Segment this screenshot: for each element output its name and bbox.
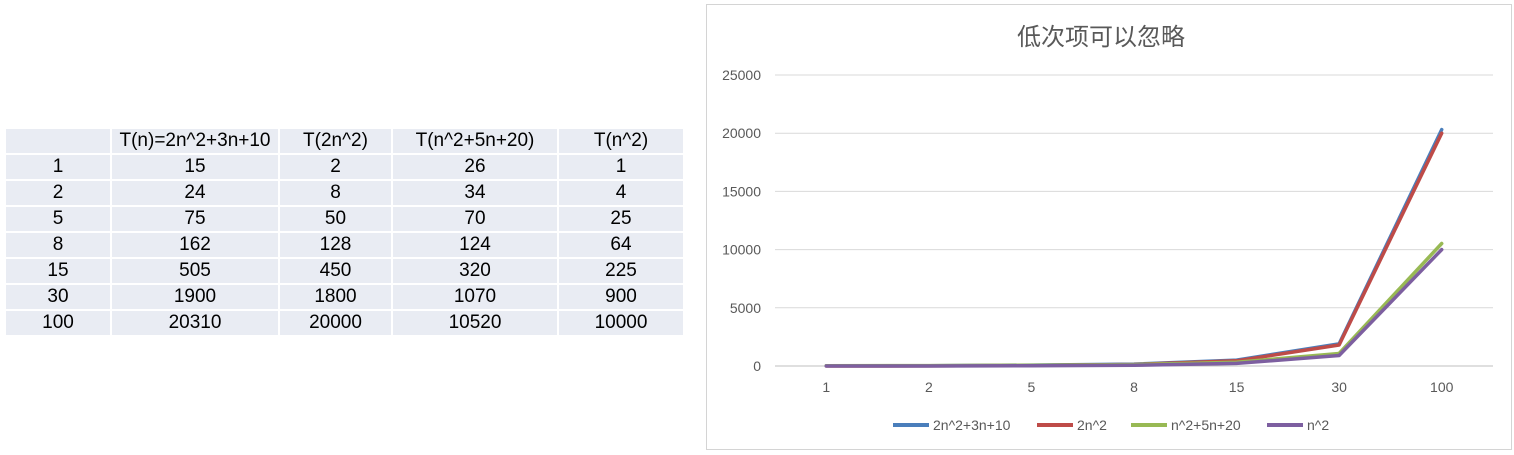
table-cell: 20310: [112, 311, 278, 335]
table-cell: 10000: [559, 311, 683, 335]
chart-title: 低次项可以忽略: [1017, 23, 1185, 51]
table-cell: 8: [280, 181, 391, 205]
table-cell: 26: [393, 155, 557, 179]
table-cell: 20000: [280, 311, 391, 335]
table-cell: 1: [559, 155, 683, 179]
y-tick-label: 10000: [722, 242, 761, 258]
table-cell: 34: [393, 181, 557, 205]
table-cell: 1: [6, 155, 110, 179]
legend-label: n^2+5n+20: [1171, 417, 1241, 433]
series-lines: [824, 127, 1444, 368]
table-cell: 320: [393, 259, 557, 283]
table-cell: 64: [559, 233, 683, 257]
table-cell: 15: [112, 155, 278, 179]
y-axis-ticks: 0 5000 10000 15000 20000 25000: [722, 67, 761, 374]
table-header-cell: T(n^2): [559, 129, 683, 153]
y-tick-label: 20000: [722, 125, 761, 141]
table-cell: 225: [559, 259, 683, 283]
table-cell: 1800: [280, 285, 391, 309]
table-row: 15 505 450 320 225: [6, 259, 683, 283]
legend-label: n^2: [1307, 417, 1329, 433]
table-cell: 15: [6, 259, 110, 283]
data-table: T(n)=2n^2+3n+10 T(2n^2) T(n^2+5n+20) T(n^2)…: [4, 127, 685, 337]
table-header-row: T(n)=2n^2+3n+10 T(2n^2) T(n^2+5n+20) T(n^2): [6, 129, 683, 153]
table-cell: 124: [393, 233, 557, 257]
series-line-0: [824, 127, 1444, 368]
y-tick-label: 5000: [730, 300, 761, 316]
table-cell: 128: [280, 233, 391, 257]
legend-label: 2n^2+3n+10: [933, 417, 1011, 433]
legend: 2n^2+3n+10 2n^2 n^2+5n+20 n^2: [893, 417, 1329, 433]
table-row: 8 162 128 124 64: [6, 233, 683, 257]
table-row: 30 1900 1800 1070 900: [6, 285, 683, 309]
table-cell: 450: [280, 259, 391, 283]
table-header-cell: T(n)=2n^2+3n+10: [112, 129, 278, 153]
table-row: 2 24 8 34 4: [6, 181, 683, 205]
y-tick-label: 0: [753, 358, 761, 374]
legend-label: 2n^2: [1077, 417, 1107, 433]
table-row: 5 75 50 70 25: [6, 207, 683, 231]
gridlines: [775, 74, 1493, 367]
table-cell: 2: [280, 155, 391, 179]
x-tick-label: 15: [1229, 379, 1245, 395]
table-cell: 30: [6, 285, 110, 309]
x-tick-label: 2: [925, 379, 933, 395]
table-cell: 8: [6, 233, 110, 257]
table-row: 100 20310 20000 10520 10000: [6, 311, 683, 335]
table-cell: 5: [6, 207, 110, 231]
x-axis-ticks: 1 2 5 8 15 30 100: [822, 379, 1453, 395]
y-tick-label: 15000: [722, 183, 761, 199]
table-header-cell: T(n^2+5n+20): [393, 129, 557, 153]
table-row: 1 15 2 26 1: [6, 155, 683, 179]
table-cell: 4: [559, 181, 683, 205]
x-tick-label: 30: [1331, 379, 1347, 395]
series-line-3: [824, 247, 1444, 368]
x-tick-label: 1: [822, 379, 830, 395]
table-cell: 162: [112, 233, 278, 257]
table-header-cell: T(2n^2): [280, 129, 391, 153]
table-cell: 75: [112, 207, 278, 231]
line-chart: 低次项可以忽略 0 5000 10000 15000 20000 25000 1 2 5 8 15…: [722, 23, 1493, 433]
table-cell: 25: [559, 207, 683, 231]
table-cell: 900: [559, 285, 683, 309]
table-cell: 100: [6, 311, 110, 335]
table-cell: 1070: [393, 285, 557, 309]
x-tick-label: 5: [1028, 379, 1036, 395]
table-cell: 24: [112, 181, 278, 205]
table-cell: 2: [6, 181, 110, 205]
table-cell: 1900: [112, 285, 278, 309]
table-cell: 70: [393, 207, 557, 231]
y-tick-label: 25000: [722, 67, 761, 83]
x-tick-label: 100: [1430, 379, 1454, 395]
chart-area: 低次项可以忽略 0 5000 10000 15000 20000 25000 1 2 5 8 15…: [706, 4, 1512, 450]
table-cell: 10520: [393, 311, 557, 335]
table-cell: 50: [280, 207, 391, 231]
table-cell: 505: [112, 259, 278, 283]
table-header-cell: [6, 129, 110, 153]
x-tick-label: 8: [1130, 379, 1138, 395]
